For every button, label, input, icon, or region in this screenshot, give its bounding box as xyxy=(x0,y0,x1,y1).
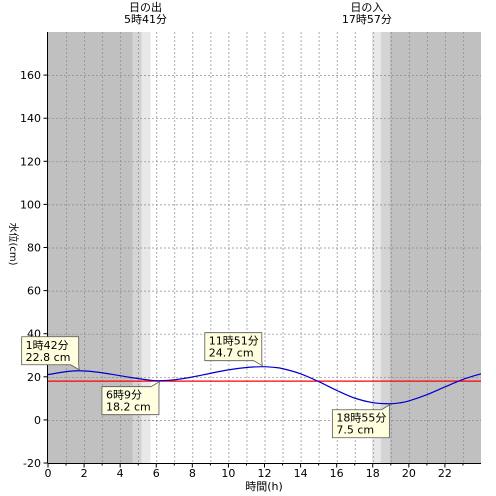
y-tick-label: -20 xyxy=(23,457,41,470)
x-tick-label: 10 xyxy=(221,467,235,480)
day-region xyxy=(150,32,372,463)
annotation-value: 7.5 cm xyxy=(336,424,374,437)
axis-ticks: 0 2 4 6 8 10 12 14 16 18 20 22-20020406080100120140… xyxy=(20,69,464,480)
y-tick-label: 120 xyxy=(20,155,41,168)
x-tick-label: 2 xyxy=(81,467,88,480)
sunset-time: 17時57分 xyxy=(342,13,392,26)
x-tick-label: 16 xyxy=(330,467,344,480)
annotation-box xyxy=(331,403,391,439)
annotation-value: 24.7 cm xyxy=(209,347,254,360)
y-tick-label: 20 xyxy=(27,371,41,384)
x-tick-label: 8 xyxy=(189,467,196,480)
annotation-time: 6時9分 xyxy=(106,389,142,402)
x-tick-label: 12 xyxy=(258,467,272,480)
annotation-time: 1時42分 xyxy=(26,339,69,352)
sunset-label: 日の入 xyxy=(350,1,383,14)
y-tick-label: 60 xyxy=(27,285,41,298)
annotation-box xyxy=(204,332,263,367)
tide-level-series xyxy=(47,366,482,405)
x-tick-label: 0 xyxy=(45,467,52,480)
y-tick-label: 80 xyxy=(27,242,41,255)
y-tick-label: 0 xyxy=(34,414,41,427)
y-tick-label: 100 xyxy=(20,198,41,211)
x-tick-label: 14 xyxy=(294,467,308,480)
annotation-value: 22.8 cm xyxy=(26,351,71,364)
grid-lines xyxy=(48,32,481,463)
annotation-value: 18.2 cm xyxy=(106,401,151,414)
annotation-box xyxy=(21,336,80,371)
sunrise-time: 5時41分 xyxy=(124,13,167,26)
annotation-time: 18時55分 xyxy=(336,412,386,425)
x-tick-label: 18 xyxy=(366,467,380,480)
sunrise-label: 日の出 xyxy=(129,0,162,14)
x-tick-label: 20 xyxy=(402,467,416,480)
y-tick-label: 160 xyxy=(20,69,41,82)
y-tick-label: 140 xyxy=(20,112,41,125)
x-tick-label: 4 xyxy=(117,467,124,480)
annotation-box xyxy=(101,380,160,416)
y-axis-label: 水位(cm) xyxy=(7,222,20,265)
x-tick-label: 22 xyxy=(438,467,452,480)
day-night-shading xyxy=(48,32,481,463)
series-layer xyxy=(47,366,482,405)
x-tick-label: 6 xyxy=(153,467,160,480)
annotation-time: 11時51分 xyxy=(209,335,259,348)
x-axis-label: 時間(h) xyxy=(245,480,283,493)
